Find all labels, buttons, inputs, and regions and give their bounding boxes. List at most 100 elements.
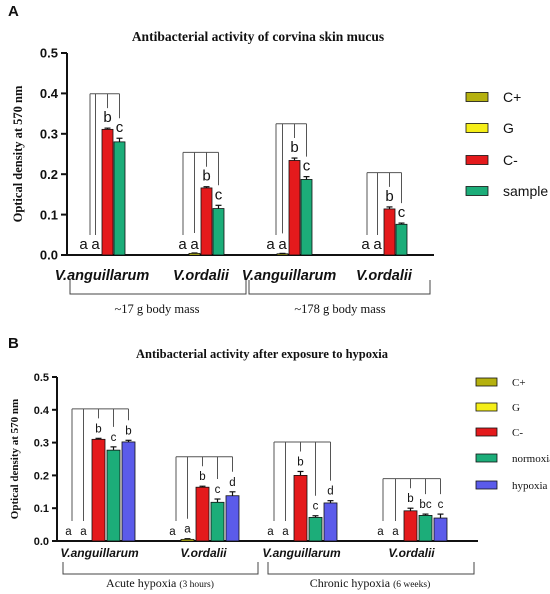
group-label: V.anguillarum (262, 546, 341, 560)
significance-letter: a (80, 526, 87, 538)
y-tick-label: 0.0 (40, 248, 58, 263)
legend-swatch (465, 92, 489, 102)
section-label: Acute hypoxia (3 hours) (106, 576, 214, 590)
legend-swatch (465, 186, 489, 196)
y-tick-label: 0.4 (40, 86, 59, 101)
significance-letter: b (125, 425, 131, 437)
bar (383, 208, 396, 256)
bar (418, 515, 433, 542)
bar (121, 441, 136, 542)
significance-letter: c (215, 186, 223, 203)
bar (293, 474, 308, 542)
significance-letter: c (313, 501, 319, 513)
significance-letter: a (65, 526, 72, 538)
panel-a: A Antibacterial activity of corvina skin… (8, 3, 548, 316)
y-tick-label: 0.3 (40, 126, 58, 141)
significance-letter: c (438, 499, 444, 511)
significance-letter: d (229, 477, 235, 489)
significance-letter: a (266, 236, 275, 253)
y-tick-label: 0.2 (34, 470, 49, 482)
panel-b: B Antibacterial activity after exposure … (8, 335, 550, 590)
bar (308, 516, 323, 542)
significance-letter: a (178, 236, 187, 253)
bar (323, 502, 338, 542)
chart-title: Antibacterial activity of corvina skin m… (132, 29, 384, 44)
section-label-note: (6 weeks) (393, 579, 430, 590)
section-bracket (62, 562, 259, 575)
significance-letter: b (297, 456, 303, 468)
legend-label: C+ (512, 377, 526, 389)
legend-label: normoxia (512, 453, 550, 465)
chart-title: Antibacterial activity after exposure to… (136, 347, 389, 361)
bar (113, 141, 126, 256)
bar (195, 486, 210, 542)
significance-letter: b (95, 423, 101, 435)
significance-letter: a (79, 236, 88, 253)
y-tick-label: 0.5 (40, 46, 58, 61)
section-label-note: (3 hours) (179, 579, 214, 590)
group-label: V.ordalii (388, 546, 435, 560)
bar (180, 538, 195, 542)
y-tick-label: 0.1 (40, 207, 58, 222)
panel-letter-b: B (8, 335, 19, 352)
legend-swatch (475, 427, 498, 437)
legend-swatch (475, 402, 498, 412)
legend-swatch (475, 377, 498, 387)
group-label: V.anguillarum (55, 268, 150, 284)
y-tick-label: 0.5 (34, 372, 49, 384)
significance-letter: b (385, 188, 393, 205)
significance-letter: c (215, 484, 221, 496)
section-bracket (69, 280, 247, 295)
group-label: V.anguillarum (242, 268, 337, 284)
panel-letter-a: A (8, 3, 19, 20)
bar (300, 179, 313, 256)
legend-label: G (512, 402, 520, 414)
significance-letter: a (373, 236, 382, 253)
significance-letter: b (290, 139, 298, 156)
group-label: V.ordalii (173, 268, 230, 284)
legend-label: hypoxia (512, 480, 548, 492)
legend-label: sample (503, 183, 548, 199)
bar (210, 501, 225, 542)
bar (91, 438, 106, 542)
significance-letter: a (184, 524, 191, 536)
significance-letter: a (190, 236, 199, 253)
significance-letter: c (303, 158, 311, 175)
significance-letter: c (398, 204, 406, 221)
y-axis-label: Optical density at 570 nm (9, 399, 21, 519)
significance-letter: a (267, 526, 274, 538)
y-tick-label: 0.1 (34, 503, 49, 515)
significance-letter: b (202, 168, 210, 185)
section-label: ~178 g body mass (294, 302, 385, 316)
significance-letter: a (91, 236, 100, 253)
significance-letter: a (169, 526, 176, 538)
group-label: V.anguillarum (60, 546, 139, 560)
bar (395, 223, 408, 256)
y-tick-label: 0.0 (34, 536, 49, 548)
legend-label: C- (512, 427, 523, 439)
bar (188, 252, 201, 256)
section-label: ~17 g body mass (115, 302, 200, 316)
y-tick-label: 0.2 (40, 167, 58, 182)
legend-label: G (503, 120, 514, 136)
significance-letter: b (199, 471, 205, 483)
bar (200, 187, 213, 256)
significance-letter: a (392, 526, 399, 538)
bar (225, 495, 240, 542)
significance-letter: bc (419, 499, 431, 511)
bar (101, 128, 114, 256)
significance-letter: a (377, 526, 384, 538)
bar (433, 517, 448, 542)
group-label: V.ordalii (356, 268, 413, 284)
bar (288, 160, 301, 256)
y-tick-label: 0.3 (34, 438, 49, 450)
legend-swatch (475, 453, 498, 463)
significance-letter: c (116, 119, 124, 136)
y-axis-label: Optical density at 570 nm (11, 85, 25, 222)
section-bracket (248, 280, 431, 295)
significance-letter: c (111, 432, 117, 444)
significance-letter: d (327, 486, 333, 498)
legend-label: C- (503, 152, 518, 168)
group-label: V.ordalii (180, 546, 227, 560)
